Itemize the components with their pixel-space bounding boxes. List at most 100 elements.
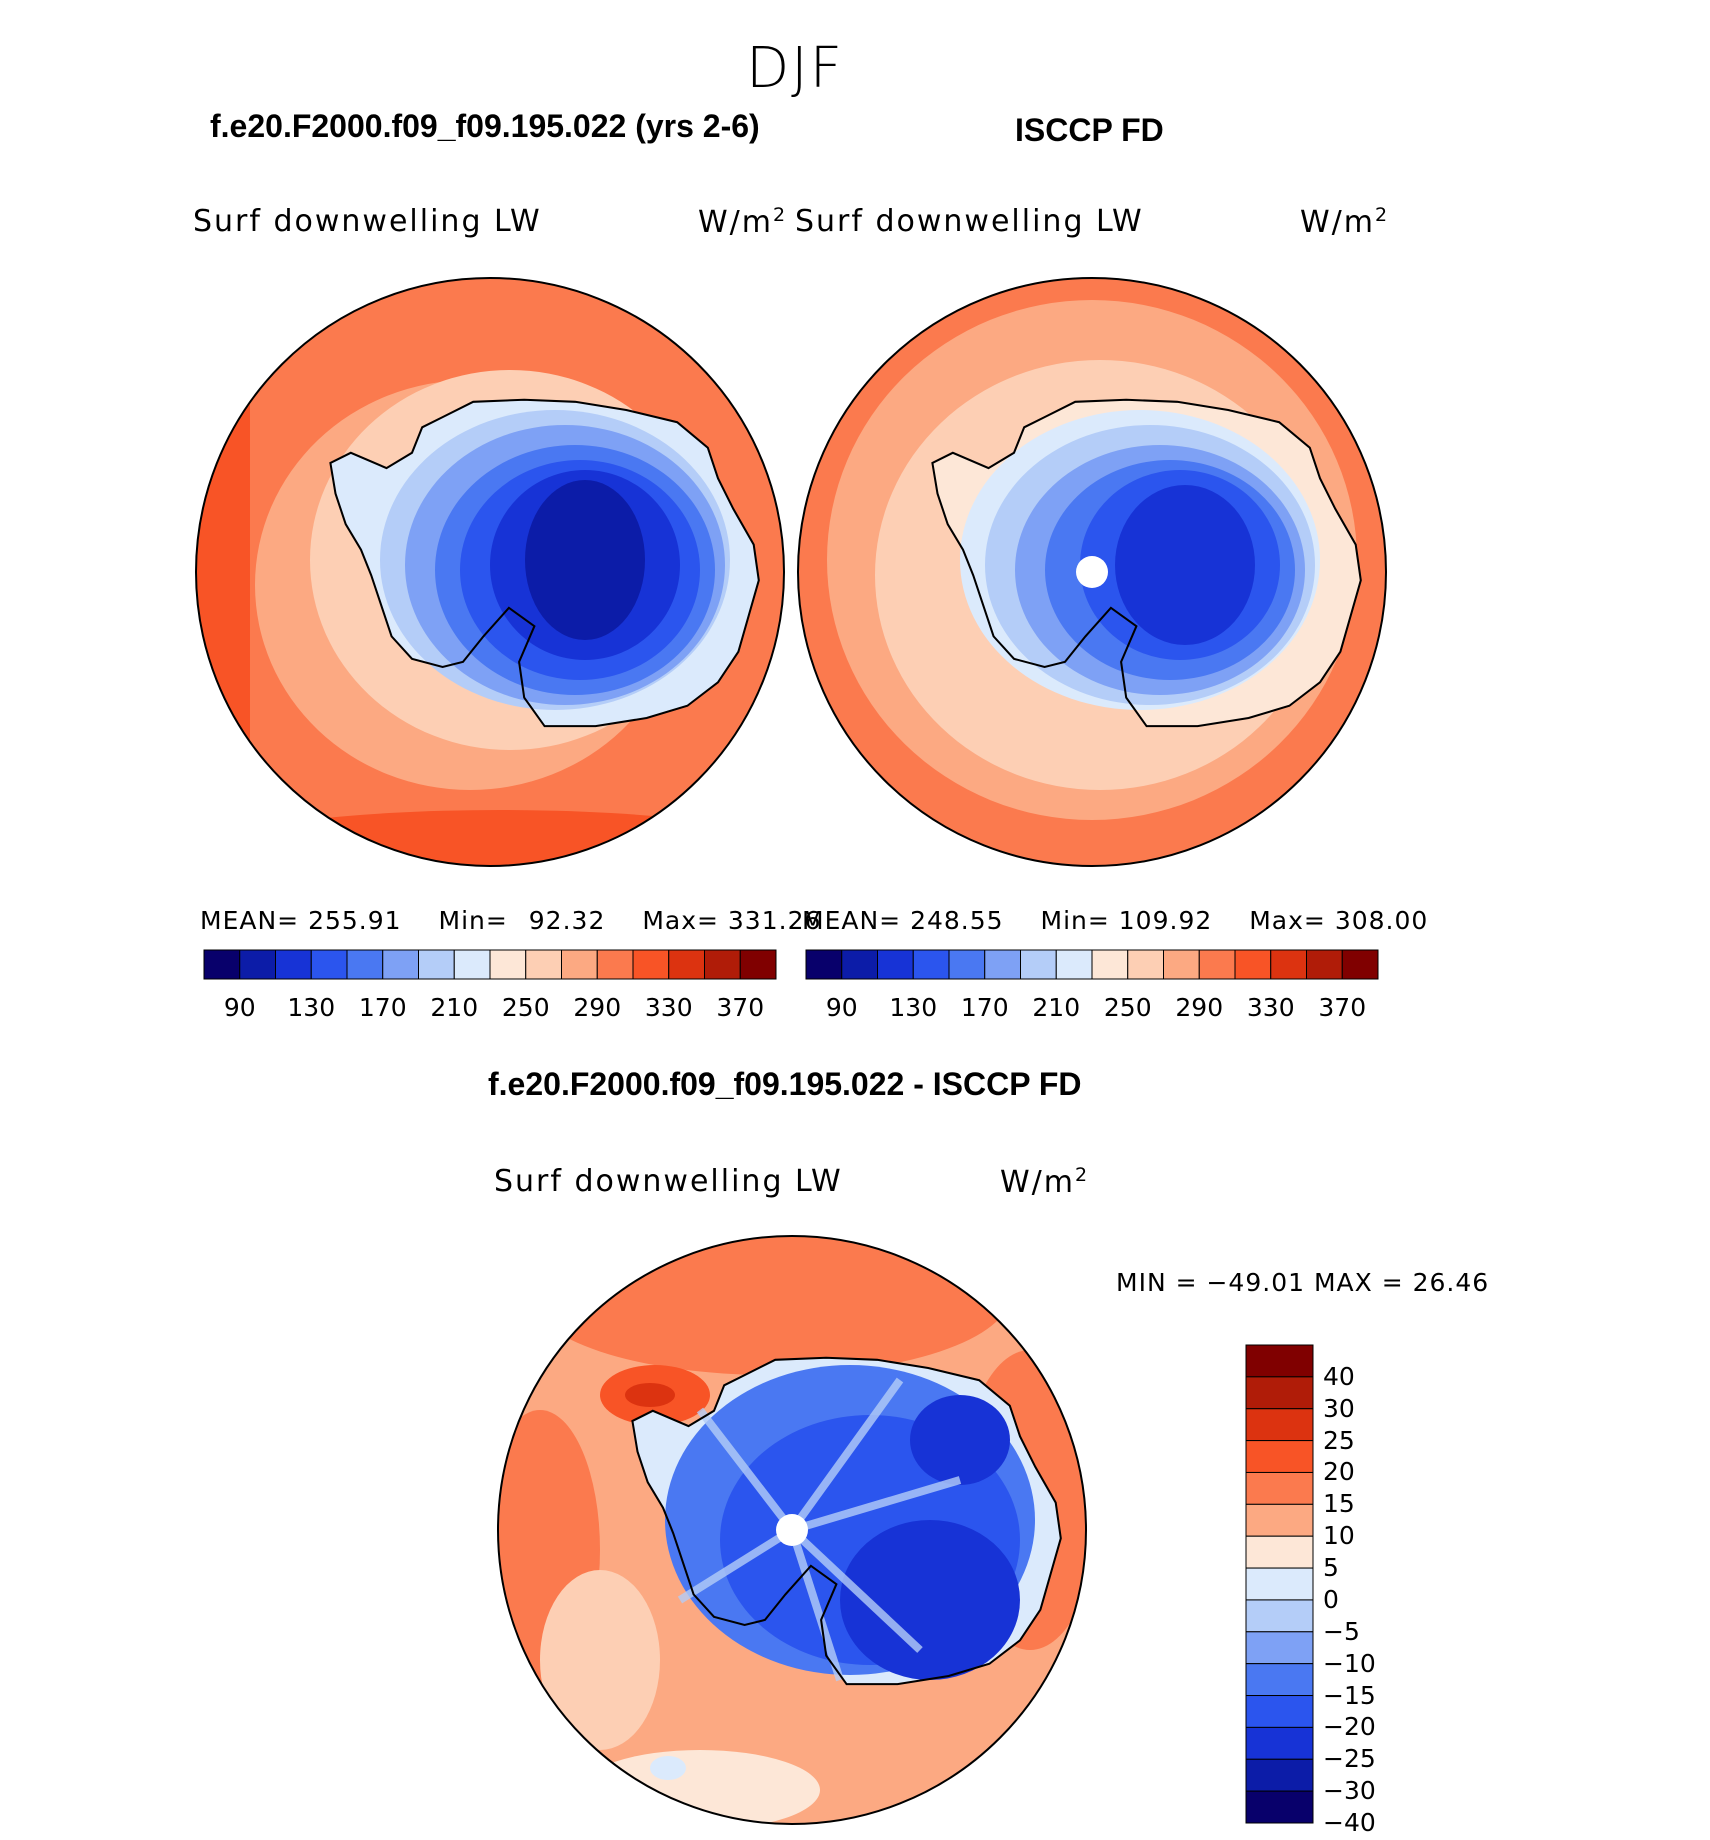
panel-1-colorbar-swatch — [739, 949, 777, 980]
panel-3-colorbar-swatch — [1245, 1758, 1314, 1792]
panel-1-variable: Surf downwelling LW — [193, 204, 542, 239]
panel-3-map-border — [497, 1235, 1087, 1825]
panel-2-map-border — [797, 277, 1387, 867]
panel-2-units: W/m2 — [1300, 204, 1390, 240]
panel-3-colorbar-swatch — [1245, 1695, 1314, 1728]
panel-1-min-value: 92.32 — [528, 906, 606, 935]
panel-1-colorbar-swatch — [525, 949, 562, 980]
panel-2-min-label: Min= — [1040, 906, 1110, 935]
panel-3-pole-streaks — [677, 1377, 962, 1682]
panel-2-variable: Surf downwelling LW — [795, 204, 1144, 239]
panel-2-colorbar-swatch — [877, 949, 914, 980]
panel-3-field-neg5-spot — [650, 1756, 686, 1780]
panel-3-colorbar-swatch — [1245, 1567, 1314, 1601]
panel-3-colorbar-tick-label: −10 — [1323, 1648, 1376, 1678]
panel-3-colorbar — [1245, 1344, 1314, 1824]
panel-2-mean-value: 248.55 — [910, 906, 1004, 935]
panel-3-colorbar-swatch — [1245, 1471, 1314, 1505]
panel-3-units: W/m2 — [1000, 1164, 1090, 1200]
panel-1-title: f.e20.F2000.f09_f09.195.022 (yrs 2-6) — [210, 108, 760, 144]
panel-1-colorbar-swatch — [418, 949, 455, 980]
panel-1-colorbar-swatch — [203, 949, 241, 980]
panel-1-colorbar-tick-label: 290 — [573, 993, 622, 1022]
panel-3-colorbar-swatch — [1245, 1631, 1314, 1665]
panel-1-colorbar-swatch — [310, 949, 348, 980]
panel-2-colorbar — [805, 949, 1379, 980]
panel-3-field-25 — [625, 1383, 675, 1407]
panel-3-colorbar-tick-label: 5 — [1323, 1553, 1339, 1583]
panel-1-units: W/m2 — [698, 204, 788, 240]
panel-1-colorbar-tick-label: 370 — [716, 993, 765, 1022]
panel-2-colorbar-tick-label: 130 — [889, 993, 938, 1022]
panel-1-colorbar — [203, 949, 777, 980]
panel-3-colorbar-tick-label: −25 — [1323, 1744, 1376, 1774]
panel-2-colorbar-tick-label: 290 — [1175, 993, 1224, 1022]
panel-1-colorbar-tick-label: 250 — [501, 993, 550, 1022]
panel-2-mean-label: MEAN= — [802, 906, 902, 935]
panel-3-colorbar-tick-label: 40 — [1323, 1361, 1355, 1391]
panel-1-colorbar-tick-label: 90 — [223, 993, 256, 1022]
panel-1-min-label: Min= — [438, 906, 508, 935]
panel-2-min-value: 109.92 — [1118, 906, 1213, 935]
panel-2-colorbar-swatch — [1341, 949, 1379, 980]
panel-2-colorbar-swatch — [1127, 949, 1164, 980]
panel-1-field-330-south — [210, 810, 784, 866]
panel-3-colorbar-swatch — [1245, 1726, 1314, 1760]
panel-2-colorbar-swatch — [805, 949, 843, 980]
panel-3-colorbar-tick-label: 0 — [1323, 1584, 1339, 1614]
panel-1-colorbar-swatch — [668, 949, 705, 980]
panel-2-colorbar-swatch — [1306, 949, 1343, 980]
panel-3-colorbar-tick-label: 20 — [1323, 1457, 1355, 1487]
panel-2-colorbar-tick-label: 170 — [960, 993, 1009, 1022]
panel-1-colorbar-swatch — [346, 949, 384, 980]
panel-3-colorbar-swatch — [1245, 1503, 1314, 1537]
panel-2-colorbar-swatch — [1234, 949, 1272, 980]
panel-3-pole-missing — [776, 1514, 808, 1546]
panel-2-stats: MEAN= 248.55 Min= 109.92 Max= 308.00 — [802, 906, 1428, 935]
panel-3-colorbar-swatch — [1245, 1440, 1314, 1473]
panel-3-field-0-south — [580, 1750, 820, 1824]
panel-3-colorbar-tick-label: 25 — [1323, 1425, 1355, 1455]
panel-1-map — [195, 277, 785, 867]
panel-1-map-border — [195, 277, 785, 867]
panel-3-colorbar-tick-label: −40 — [1323, 1808, 1376, 1837]
panel-1-colorbar-tick-label: 210 — [430, 993, 479, 1022]
panel-1-field-110 — [525, 480, 645, 640]
panel-1-colorbar-swatch — [561, 949, 598, 980]
panel-2-colorbar-tick-label: 250 — [1103, 993, 1152, 1022]
panel-1-max-label: Max= — [642, 906, 719, 935]
panel-2-max-value: 308.00 — [1334, 906, 1429, 935]
panel-1-colorbar-tick-label: 170 — [358, 993, 407, 1022]
figure-title: DJF — [746, 36, 844, 101]
panel-3-field-15-north — [530, 1236, 1010, 1375]
panel-2-colorbar-tick-label: 90 — [825, 993, 858, 1022]
panel-3-colorbar-tick-label: 15 — [1323, 1489, 1355, 1519]
panel-2-field-130 — [1115, 485, 1255, 645]
panel-2-colorbar-tick-label: 370 — [1318, 993, 1367, 1022]
panel-1-field-330-west — [196, 380, 250, 760]
panel-1-colorbar-swatch — [596, 949, 634, 980]
panel-2-colorbar-swatch — [841, 949, 878, 980]
panel-2-colorbar-swatch — [1270, 949, 1307, 980]
panel-3-colorbar-swatch — [1245, 1790, 1314, 1824]
panel-2-colorbar-swatch — [948, 949, 986, 980]
panel-3-colorbar-swatch — [1245, 1408, 1314, 1442]
panel-1-colorbar-swatch — [489, 949, 527, 980]
panel-3-minmax: MIN = −49.01 MAX = 26.46 — [1116, 1268, 1490, 1297]
panel-2-title: ISCCP FD — [1015, 112, 1164, 148]
panel-2-map — [797, 277, 1387, 867]
panel-3-colorbar-swatch — [1245, 1376, 1314, 1410]
panel-3-field-neg25-ne — [910, 1395, 1010, 1485]
panel-1-mean-label: MEAN= — [200, 906, 300, 935]
panel-3-colorbar-tick-label: −20 — [1323, 1712, 1376, 1742]
panel-3-colorbar-swatch — [1245, 1663, 1314, 1697]
panel-1-mean-value: 255.91 — [308, 906, 402, 935]
panel-3-map — [497, 1235, 1087, 1825]
panel-1-colorbar-swatch — [453, 949, 491, 980]
panel-2-colorbar-swatch — [1198, 949, 1236, 980]
panel-2-colorbar-swatch — [984, 949, 1021, 980]
panel-2-colorbar-swatch — [1020, 949, 1057, 980]
panel-2-max-label: Max= — [1249, 906, 1326, 935]
panel-2-colorbar-swatch — [1091, 949, 1129, 980]
panel-1-colorbar-swatch — [632, 949, 670, 980]
